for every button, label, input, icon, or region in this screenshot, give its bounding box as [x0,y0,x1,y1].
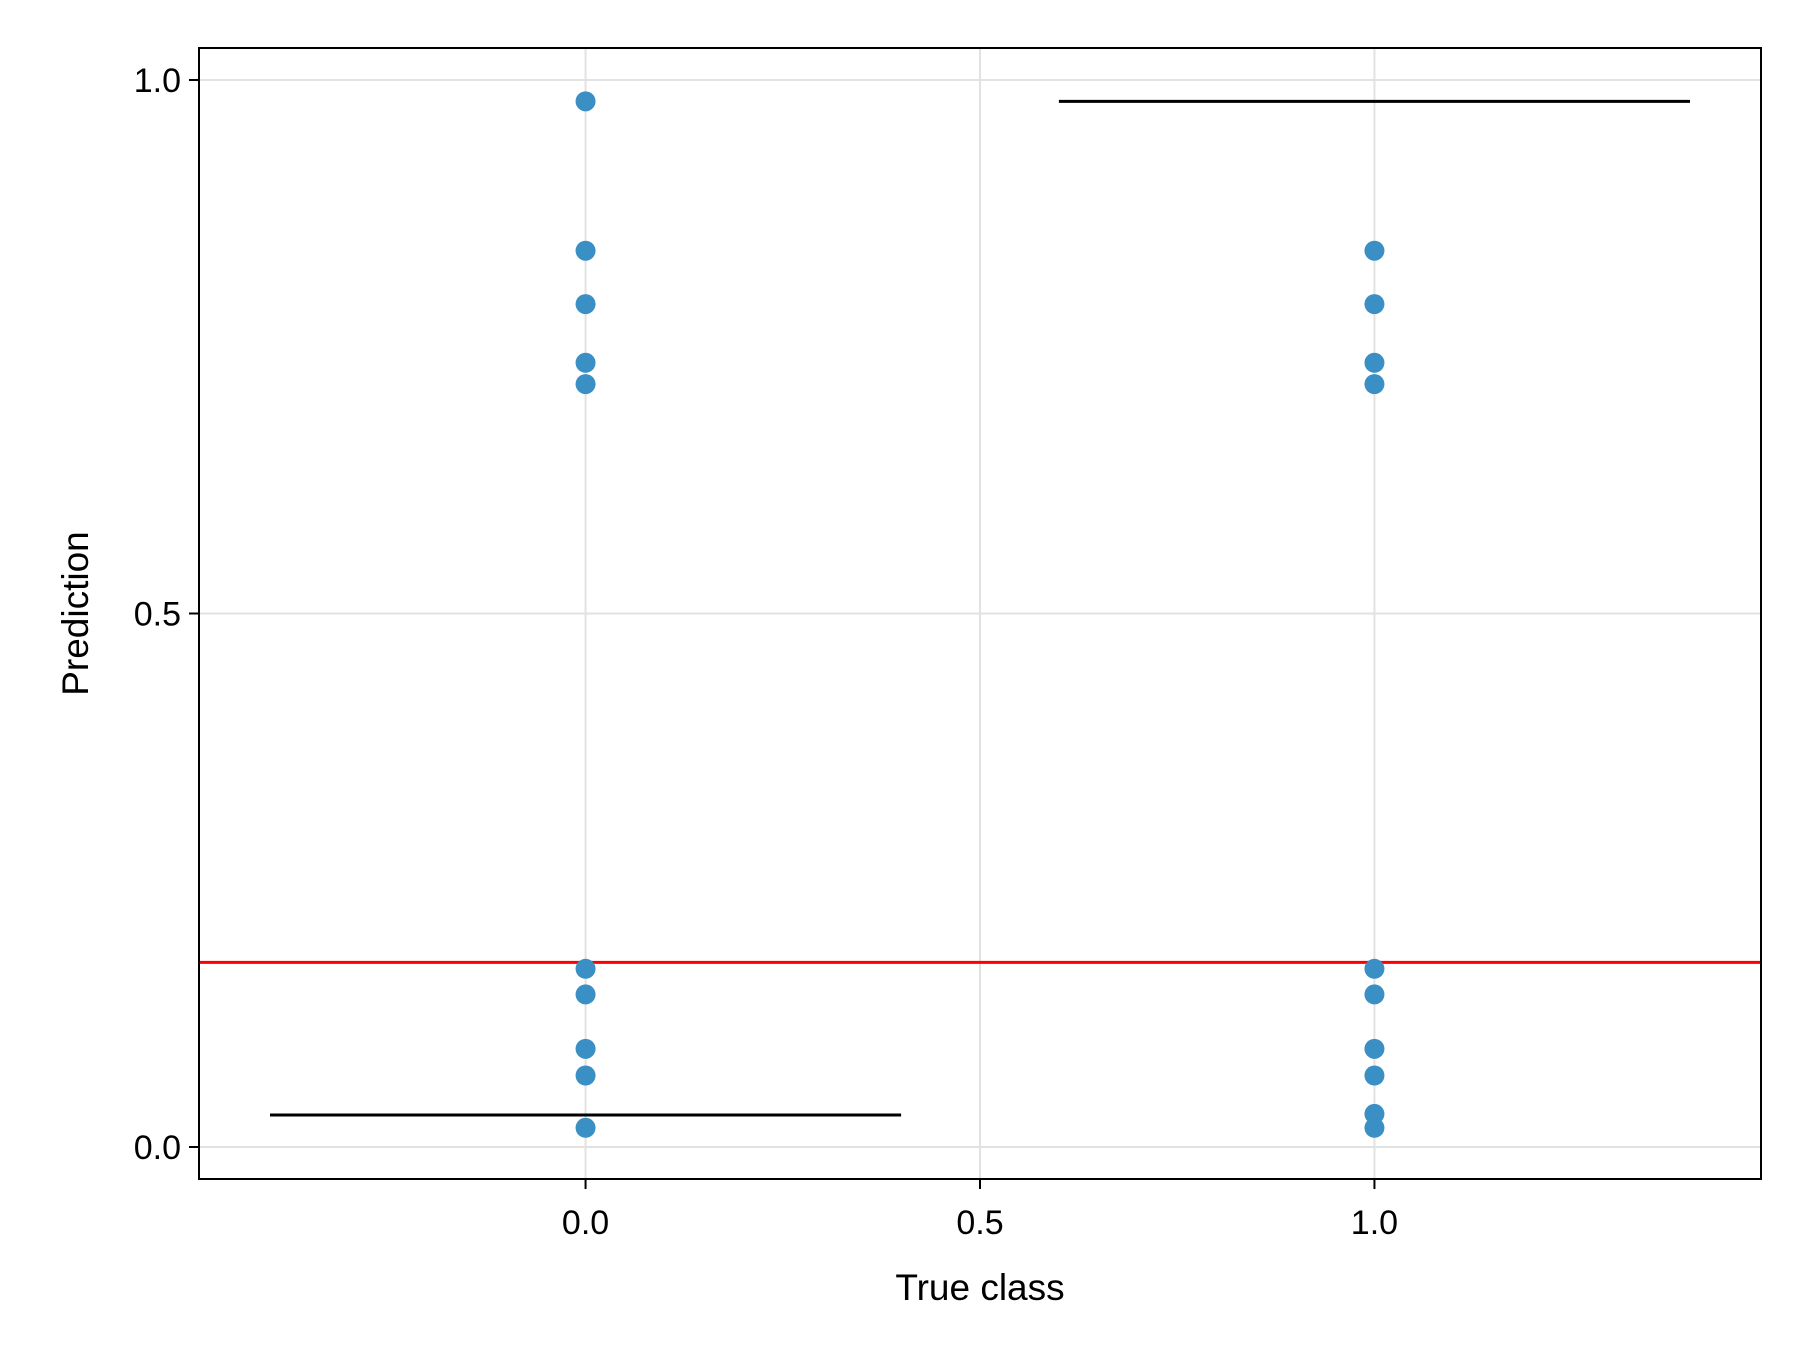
data-point [575,374,596,395]
data-point [1364,1038,1385,1059]
data-point [575,91,596,112]
data-point [1364,1065,1385,1086]
data-point [575,958,596,979]
grid-lines [199,48,1761,1179]
data-points [575,91,1385,1138]
data-point [1364,374,1385,395]
data-point [575,1065,596,1086]
data-point [575,352,596,373]
x-tick-label: 1.0 [1351,1204,1398,1242]
data-point [1364,958,1385,979]
data-point [1364,1117,1385,1138]
y-tick-label: 1.0 [134,62,181,100]
data-point [575,1117,596,1138]
reference-lines [199,99,1761,1117]
data-point [1364,1103,1385,1124]
data-point [575,240,596,261]
data-point [1364,984,1385,1005]
axis-ticks: 0.0 0.5 1.0 0.0 0.5 1.0 [134,62,1398,1242]
data-point [1364,352,1385,373]
x-tick-label: 0.0 [562,1204,609,1242]
y-tick-label: 0.0 [134,1129,181,1167]
x-tick-label: 0.5 [956,1204,1003,1242]
data-point [1364,294,1385,315]
data-point [1364,240,1385,261]
y-tick-label: 0.5 [134,596,181,634]
data-point [575,294,596,315]
data-point [575,1038,596,1059]
x-axis-label: True class [895,1267,1064,1308]
y-axis-label: Prediction [55,531,96,696]
data-point [575,984,596,1005]
